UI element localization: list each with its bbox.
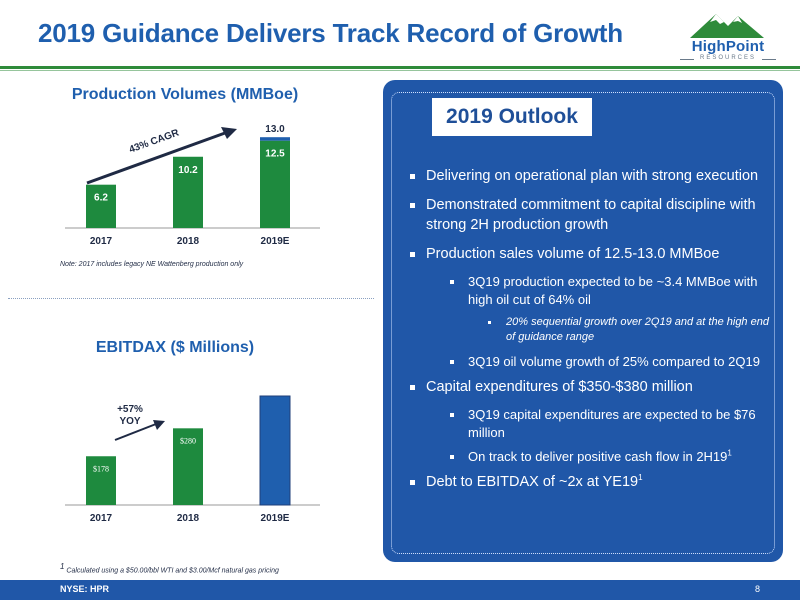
outlook-bullet-level1: Production sales volume of 12.5-13.0 MMB… <box>406 244 770 264</box>
outlook-bullet-level1: Delivering on operational plan with stro… <box>406 166 770 186</box>
outlook-bullet-text: Demonstrated commitment to capital disci… <box>426 197 756 233</box>
footnote-text: Calculated using a $50.00/bbl WTI and $3… <box>64 567 279 575</box>
footnote-marker: 1 <box>60 562 65 571</box>
section-divider <box>8 298 374 299</box>
outlook-title: 2019 Outlook <box>432 98 592 136</box>
logo-name: HighPoint <box>691 38 765 55</box>
ebitdax-bar-label: $178 <box>93 464 109 473</box>
outlook-bullet-level2: On track to deliver positive cash flow i… <box>406 448 770 466</box>
ebitdax-chart-title: EBITDAX ($ Millions) <box>95 339 255 356</box>
production-x-tick: 2019E <box>261 236 290 247</box>
outlook-bullet-list: Delivering on operational plan with stro… <box>406 166 770 501</box>
mountain-logo-icon <box>690 14 764 38</box>
ebitdax-bar-label: $280 <box>180 436 196 445</box>
footnote: 1 Calculated using a $50.00/bbl WTI and … <box>60 563 279 575</box>
ebitdax-bar <box>86 456 116 505</box>
outlook-panel-border <box>391 92 775 554</box>
production-bar <box>86 184 116 228</box>
ebitdax-x-tick: 2018 <box>177 513 200 524</box>
cagr-arrow-head <box>221 127 237 139</box>
footer-ticker: NYSE: HPR <box>60 584 110 594</box>
ebitdax-chart: $178 2017 $280 2018 2019E +57%YOY <box>65 395 320 524</box>
outlook-bullet-level3: 20% sequential growth over 2Q19 and at t… <box>406 315 770 345</box>
outlook-bullet-text: Debt to EBITDAX of ~2x at YE19 <box>426 474 639 490</box>
ebitdax-bar <box>173 428 203 505</box>
title-divider-thin <box>0 70 800 71</box>
outlook-bullet-text: On track to deliver positive cash flow i… <box>468 449 728 464</box>
yoy-label-line2: YOY <box>119 416 140 427</box>
outlook-bullet-text: 3Q19 oil volume growth of 25% compared t… <box>468 354 760 369</box>
production-bar <box>173 156 203 228</box>
production-chart-title: Production Volumes (MMBoe) <box>71 86 299 103</box>
footnote-reference: 1 <box>638 473 643 483</box>
yoy-arrow-head <box>153 420 165 430</box>
outlook-bullet-text: 3Q19 production expected to be ~3.4 MMBo… <box>468 274 758 307</box>
ebitdax-x-tick: 2017 <box>90 513 113 524</box>
production-bar-label: 10.2 <box>178 165 198 176</box>
production-note: Note: 2017 includes legacy NE Wattenberg… <box>60 261 244 268</box>
footnote-reference: 1 <box>727 448 732 458</box>
logo-rule-right <box>762 59 776 60</box>
page-number: 8 <box>754 584 760 594</box>
slide-title: 2019 Guidance Delivers Track Record of G… <box>38 18 623 48</box>
production-x-tick: 2017 <box>90 236 113 247</box>
company-logo: HighPoint RESOURCES <box>672 8 784 64</box>
production-x-tick: 2018 <box>177 236 200 247</box>
outlook-bullet-text: Delivering on operational plan with stro… <box>426 168 759 184</box>
production-bar <box>260 140 290 228</box>
logo-subtitle: RESOURCES <box>699 55 756 61</box>
ebitdax-bar <box>259 395 291 506</box>
yoy-label-line1: +57% <box>117 404 143 415</box>
production-range-label: 13.0 <box>265 124 285 135</box>
outlook-bullet-text: Production sales volume of 12.5-13.0 MMB… <box>426 246 720 262</box>
yoy-arrow-shaft <box>114 423 157 441</box>
outlook-bullet-level1: Demonstrated commitment to capital disci… <box>406 195 770 235</box>
outlook-bullet-text: Capital expenditures of $350-$380 millio… <box>426 379 693 395</box>
cagr-arrow-shaft <box>86 131 226 185</box>
production-bar-label: 6.2 <box>94 193 108 204</box>
outlook-bullet-text: 3Q19 capital expenditures are expected t… <box>468 407 756 440</box>
outlook-bullet-text: 20% sequential growth over 2Q19 and at t… <box>506 316 769 343</box>
production-bar-label: 12.5 <box>265 149 285 160</box>
logo-rule-left <box>680 59 694 60</box>
outlook-bullet-level2: 3Q19 capital expenditures are expected t… <box>406 406 770 442</box>
footer-bar: NYSE: HPR 8 <box>0 580 800 600</box>
title-divider <box>0 66 800 69</box>
outlook-bullet-level2: 3Q19 oil volume growth of 25% compared t… <box>406 353 770 371</box>
outlook-bullet-level1: Debt to EBITDAX of ~2x at YE191 <box>406 472 770 492</box>
outlook-bullet-level2: 3Q19 production expected to be ~3.4 MMBo… <box>406 273 770 309</box>
outlook-panel <box>383 80 783 562</box>
outlook-bullet-level1: Capital expenditures of $350-$380 millio… <box>406 377 770 397</box>
production-range-cap <box>260 137 290 141</box>
ebitdax-x-tick: 2019E <box>261 513 290 524</box>
